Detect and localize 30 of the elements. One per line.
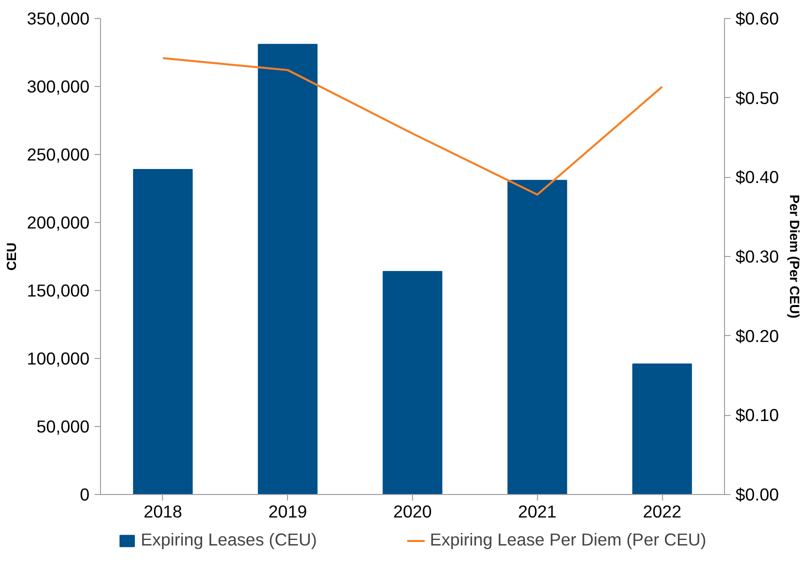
y-tick-label: 50,000 bbox=[36, 416, 90, 436]
y-tick-label: 350,000 bbox=[26, 8, 90, 28]
y-axis-title: CEU bbox=[4, 242, 19, 271]
y-tick-label: 100,000 bbox=[26, 348, 90, 368]
x-tick-label: 2022 bbox=[642, 502, 682, 522]
y-tick-label: 0 bbox=[80, 484, 90, 504]
y2-tick-label: $0.50 bbox=[736, 88, 779, 108]
x-tick-label: 2021 bbox=[518, 502, 557, 522]
y2-axis-title: Per Diem (Per CEU) bbox=[786, 194, 802, 318]
legend-label: Expiring Lease Per Diem (Per CEU) bbox=[430, 530, 706, 550]
x-tick-label: 2019 bbox=[268, 502, 307, 522]
x-tick-label: 2020 bbox=[393, 502, 432, 522]
legend-label: Expiring Leases (CEU) bbox=[140, 530, 317, 550]
y2-tick-label: $0.10 bbox=[736, 405, 779, 426]
y2-tick-label: $0.30 bbox=[736, 246, 779, 266]
bar bbox=[133, 168, 193, 494]
y2-tick-label: $0.60 bbox=[736, 8, 779, 28]
bar bbox=[258, 44, 318, 494]
y-tick-label: 200,000 bbox=[26, 212, 90, 232]
y-tick-label: 150,000 bbox=[26, 280, 90, 300]
bar bbox=[632, 363, 692, 494]
x-tick-label: 2018 bbox=[144, 502, 182, 522]
bar bbox=[507, 180, 568, 494]
y2-tick-label: $0.40 bbox=[736, 167, 779, 188]
y-tick-label: 250,000 bbox=[26, 144, 90, 164]
y2-tick-label: $0.00 bbox=[736, 484, 779, 504]
y-tick-label: 300,000 bbox=[26, 76, 90, 96]
y2-tick-label: $0.20 bbox=[736, 326, 779, 346]
bar bbox=[382, 270, 442, 494]
line-series bbox=[162, 57, 664, 196]
